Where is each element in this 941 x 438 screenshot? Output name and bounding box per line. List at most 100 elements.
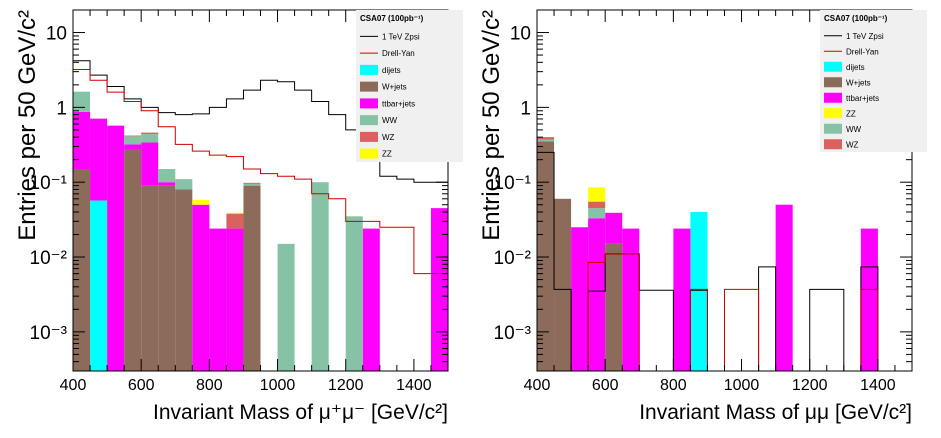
bar-ttbar-jets: [673, 228, 691, 371]
bar-dijets: [90, 200, 108, 371]
x-tick-label: 1200: [792, 377, 828, 394]
x-tick-label: 1000: [260, 377, 296, 394]
bar-ttbar-jets: [209, 228, 227, 371]
bar-ttbar-jets: [430, 208, 448, 371]
bar-ttbar-jets: [124, 144, 142, 150]
y-axis-title: Entries per 50 GeV/c²: [478, 10, 505, 241]
legend-swatch: [824, 92, 842, 103]
y-tick-label: 10⁻¹: [494, 173, 532, 194]
bar-w-jets: [554, 198, 572, 371]
legend-swatch: [360, 131, 378, 142]
bar-w-jets: [158, 185, 176, 371]
bar-w-jets: [537, 141, 555, 371]
bar-ttbar-jets: [158, 182, 176, 186]
bar-ttbar-jets: [226, 228, 244, 371]
bar-ttbar-jets: [141, 142, 159, 186]
bar-ww: [124, 136, 142, 145]
bar-ttbar-jets: [192, 204, 210, 371]
bar-w-jets: [175, 189, 193, 371]
legend-label: WZ: [846, 140, 859, 149]
bar-ww: [73, 91, 91, 112]
y-tick-label: 10⁻³: [30, 323, 68, 344]
legend-swatch: [360, 148, 378, 159]
chart-panel-1: 10⁻³ 10⁻² 10⁻¹ 1 10 400 600 800 1000 1200 1400 Inva…: [14, 9, 463, 424]
x-tick-label: 800: [196, 377, 223, 394]
bar-dijets: [690, 211, 708, 371]
legend: CSA07 (100pb⁻¹) 1 TeV Zpsi Drell-Yan dijets…: [356, 10, 463, 162]
bar-wz: [226, 213, 244, 229]
bar-ttbar-jets: [622, 228, 640, 371]
y-tick-label: 1: [520, 98, 531, 119]
x-tick-label: 1000: [724, 377, 760, 394]
y-axis-title: Entries per 50 GeV/c²: [14, 10, 41, 241]
x-tick-label: 1400: [396, 377, 432, 394]
bar-ttbar-jets: [860, 228, 878, 371]
bar-ttbar-jets: [605, 212, 623, 244]
bar-ww: [175, 179, 193, 190]
legend-swatch: [360, 115, 378, 126]
legend: CSA07 (100pb⁻¹) 1 TeV Zpsi Drell-Yan dijets…: [820, 10, 927, 152]
legend-label: dijets: [846, 63, 865, 72]
bar-zz: [192, 199, 210, 205]
bar-zz: [226, 212, 244, 214]
legend-label: W+jets: [846, 78, 871, 87]
y-tick-label: 10: [46, 24, 67, 45]
stack-bars: [73, 91, 448, 371]
bar-w-jets: [141, 185, 159, 371]
legend-label: WW: [846, 125, 862, 134]
legend-swatch: [360, 98, 378, 109]
bar-ww: [141, 134, 159, 143]
x-axis-title: Invariant Mass of μμ [GeV/c²]: [639, 401, 912, 424]
bar-wz: [243, 182, 261, 184]
legend-swatch: [824, 77, 842, 88]
legend-label: ZZ: [846, 109, 856, 118]
bar-ww: [158, 169, 176, 183]
bar-ww: [243, 183, 261, 186]
legend-title: CSA07 (100pb⁻¹): [824, 14, 888, 23]
bar-ww: [277, 243, 295, 371]
bar-ttbar-jets: [107, 125, 125, 371]
legend-swatch: [824, 139, 842, 150]
legend-label: 1 TeV Zpsi: [382, 32, 420, 41]
legend-label: ttbar+jets: [846, 94, 879, 103]
legend-label: 1 TeV Zpsi: [846, 32, 884, 41]
y-tick-label: 1: [56, 98, 67, 119]
legend-label: W+jets: [382, 83, 407, 92]
legend-label: Drell-Yan: [846, 47, 879, 56]
legend-swatch: [824, 61, 842, 72]
y-tick-label: 10⁻²: [30, 248, 68, 269]
legend-label: WW: [382, 116, 398, 125]
legend-label: ttbar+jets: [382, 99, 415, 108]
bar-w-jets: [243, 185, 261, 371]
chart-panel-2: 10⁻³ 10⁻² 10⁻¹ 1 10 400 600 800 1000 1200 1400 Inva…: [478, 9, 927, 424]
bar-wz: [537, 137, 555, 140]
bar-ttbar-jets: [73, 111, 91, 170]
legend-swatch: [360, 81, 378, 92]
legend-swatch: [360, 64, 378, 75]
x-tick-label: 800: [660, 377, 687, 394]
bar-wz: [124, 135, 142, 137]
legend-swatch: [824, 108, 842, 119]
x-tick-label: 1400: [860, 377, 896, 394]
bar-w-jets: [73, 169, 91, 371]
y-tick-label: 10⁻³: [494, 323, 532, 344]
bar-ttbar-jets: [362, 228, 380, 371]
bar-ww: [311, 182, 329, 371]
bar-wz: [141, 132, 159, 135]
x-tick-label: 600: [592, 377, 619, 394]
bar-w-jets: [605, 243, 623, 371]
y-tick-label: 10⁻²: [494, 248, 532, 269]
legend-label: dijets: [382, 66, 401, 75]
x-tick-label: 1200: [328, 377, 364, 394]
y-tick-label: 10⁻¹: [30, 173, 68, 194]
bar-ww: [588, 208, 606, 219]
legend-swatch: [824, 123, 842, 134]
line-drell-yan: [537, 253, 912, 371]
bar-ttbar-jets: [90, 118, 108, 201]
legend-title: CSA07 (100pb⁻¹): [360, 14, 424, 23]
stack-bars: [537, 137, 878, 371]
x-tick-label: 400: [524, 377, 551, 394]
x-tick-label: 600: [128, 377, 155, 394]
bar-ww: [345, 216, 363, 371]
